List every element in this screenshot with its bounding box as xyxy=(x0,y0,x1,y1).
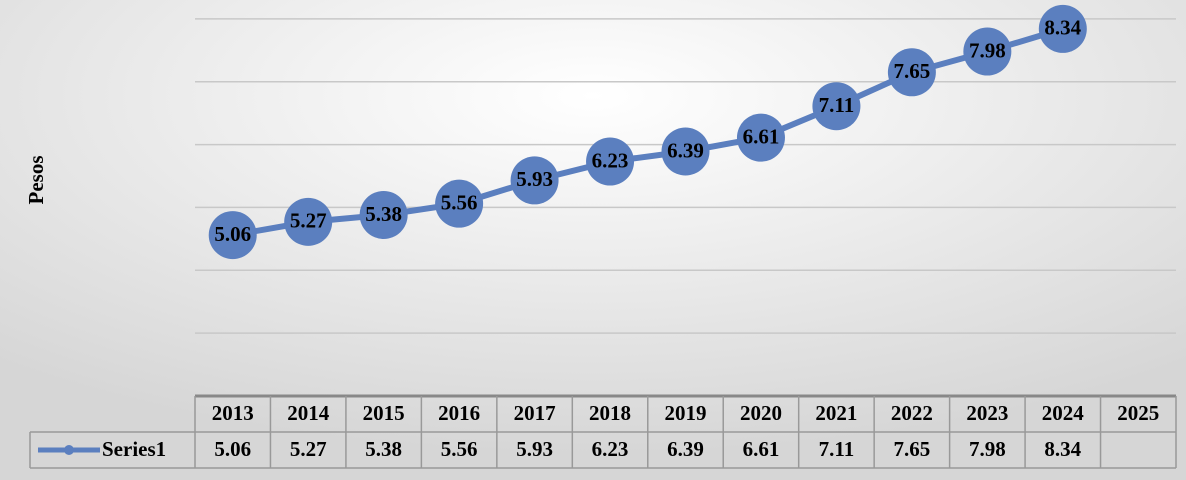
table-value: 5.27 xyxy=(290,437,327,461)
x-tick-label: 2015 xyxy=(363,401,405,425)
table-value: 6.23 xyxy=(592,437,629,461)
table-value: 8.34 xyxy=(1044,437,1081,461)
table-value: 6.39 xyxy=(667,437,704,461)
point xyxy=(208,211,257,260)
table-value: 6.61 xyxy=(743,437,780,461)
x-tick-label: 2019 xyxy=(665,401,707,425)
legend-marker xyxy=(64,445,74,455)
point xyxy=(1038,4,1087,53)
x-tick-label: 2022 xyxy=(891,401,933,425)
data-label: 5.06 xyxy=(214,222,251,246)
x-tick-label: 2017 xyxy=(514,401,556,425)
table-value: 5.38 xyxy=(365,437,402,461)
point xyxy=(661,127,710,176)
data-label: 8.34 xyxy=(1044,16,1081,40)
data-label: 6.61 xyxy=(743,124,780,148)
table-value: 7.98 xyxy=(969,437,1006,461)
table-value: 7.11 xyxy=(819,437,855,461)
point xyxy=(284,197,333,246)
x-tick-label: 2016 xyxy=(438,401,480,425)
table-value: 5.56 xyxy=(441,437,478,461)
data-label: 6.23 xyxy=(592,148,629,172)
data-label: 7.11 xyxy=(819,93,855,117)
table-value: 5.93 xyxy=(516,437,553,461)
point xyxy=(887,48,936,97)
x-tick-label: 2013 xyxy=(212,401,254,425)
point xyxy=(510,156,559,205)
point xyxy=(736,113,785,162)
point xyxy=(812,82,861,131)
x-tick-label: 2018 xyxy=(589,401,631,425)
data-label: 5.38 xyxy=(365,202,402,226)
x-tick-label: 2021 xyxy=(815,401,857,425)
x-tick-label: 2024 xyxy=(1042,401,1085,425)
table-value: 7.65 xyxy=(894,437,931,461)
x-tick-label: 2023 xyxy=(966,401,1008,425)
data-label: 7.98 xyxy=(969,38,1006,62)
x-tick-label: 2025 xyxy=(1117,401,1159,425)
data-label: 6.39 xyxy=(667,138,704,162)
point xyxy=(963,27,1012,76)
data-label: 5.27 xyxy=(290,209,327,233)
point xyxy=(359,190,408,239)
data-label: 5.56 xyxy=(441,190,478,214)
y-axis-label: Pesos xyxy=(24,156,48,205)
point xyxy=(586,137,635,186)
data-label: 7.65 xyxy=(894,59,931,83)
x-tick-label: 2014 xyxy=(287,401,330,425)
point xyxy=(435,179,484,228)
table-value: 5.06 xyxy=(214,437,251,461)
legend-label: Series1 xyxy=(102,437,166,461)
x-tick-label: 2020 xyxy=(740,401,782,425)
data-label: 5.93 xyxy=(516,167,553,191)
